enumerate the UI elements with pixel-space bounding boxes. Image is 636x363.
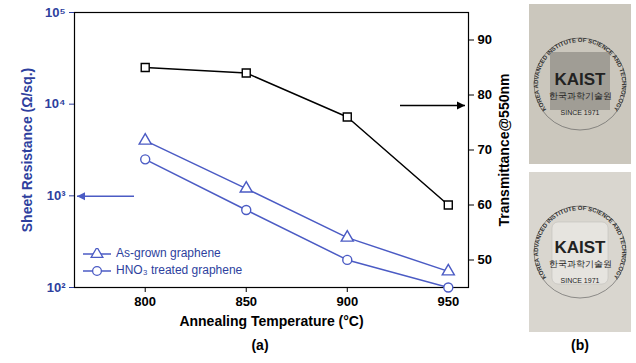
html-text:HNO₃ treated graphene: HNO₃ treated graphene (116, 263, 243, 277)
svg-text:한국과학기술원: 한국과학기술원 (549, 91, 612, 101)
svg-text:10⁵: 10⁵ (45, 5, 66, 20)
svg-text:KOREA ADVANCED INSTITUTE OF SC: KOREA ADVANCED INSTITUTE OF SCIENCE AND … (533, 205, 627, 281)
svg-text:10⁴: 10⁴ (45, 96, 66, 111)
svg-text:10³: 10³ (47, 188, 66, 203)
svg-text:80: 80 (478, 87, 492, 102)
svg-text:Annealing Temperature (°C): Annealing Temperature (°C) (179, 313, 363, 329)
svg-text:KAIST: KAIST (555, 238, 607, 257)
svg-text:Sheet Resistance (Ω/sq.): Sheet Resistance (Ω/sq.) (19, 68, 35, 233)
html-text:As-grown graphene: As-grown graphene (116, 246, 221, 260)
svg-text:SINCE 1971: SINCE 1971 (561, 277, 600, 284)
svg-text:SINCE 1971: SINCE 1971 (561, 109, 600, 116)
svg-text:KAIST: KAIST (555, 70, 607, 89)
svg-text:10²: 10² (47, 280, 66, 295)
svg-text:950: 950 (437, 294, 459, 309)
svg-text:900: 900 (336, 294, 358, 309)
svg-text:800: 800 (134, 294, 156, 309)
svg-text:KOREA ADVANCED INSTITUTE OF SC: KOREA ADVANCED INSTITUTE OF SCIENCE AND … (533, 37, 627, 112)
svg-text:850: 850 (235, 294, 257, 309)
svg-text:60: 60 (478, 197, 492, 212)
html-text:(b): (b) (571, 337, 589, 353)
svg-text:한국과학기술원: 한국과학기술원 (549, 259, 612, 269)
html-text:(a): (a) (251, 337, 269, 353)
svg-text:Transmittance@550nm: Transmittance@550nm (496, 74, 512, 227)
svg-text:70: 70 (478, 142, 492, 157)
svg-text:90: 90 (478, 32, 492, 47)
svg-text:50: 50 (478, 252, 492, 267)
